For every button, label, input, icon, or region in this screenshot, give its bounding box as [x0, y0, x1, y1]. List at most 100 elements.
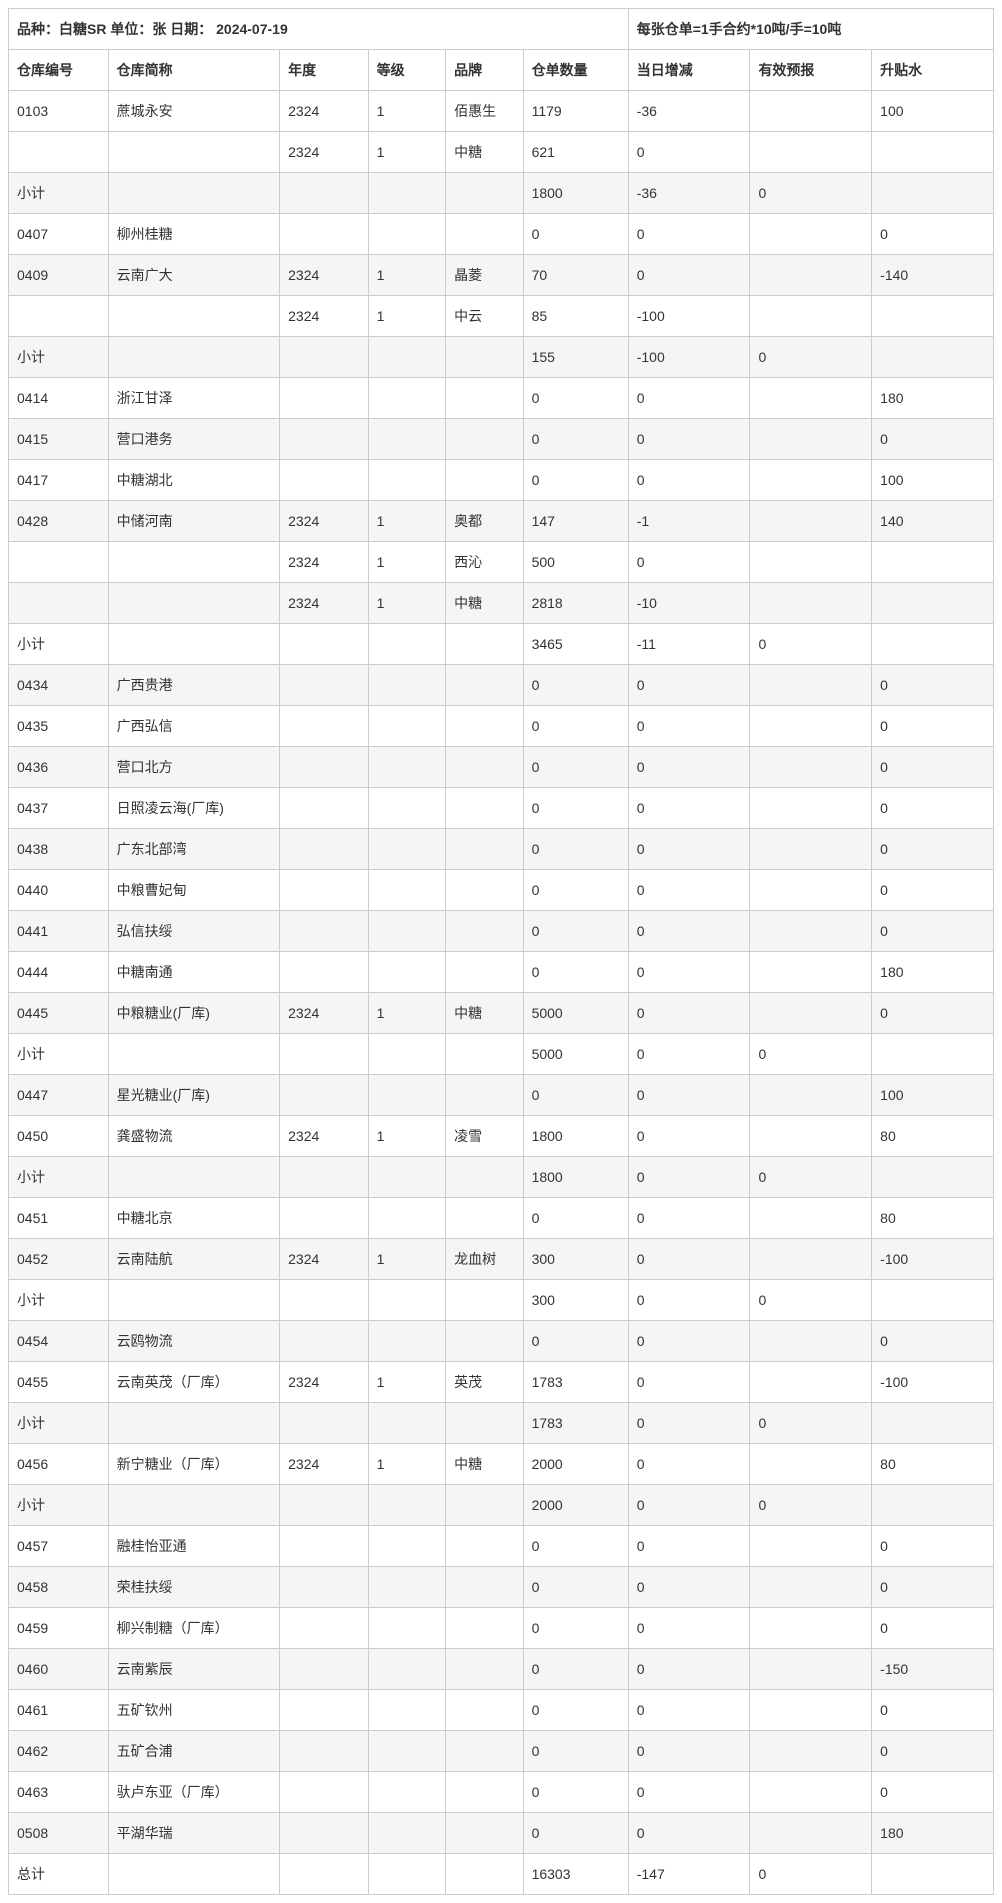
table-row: 小计200000	[9, 1485, 994, 1526]
table-cell: 0	[750, 1403, 872, 1444]
table-cell: 0	[628, 1116, 750, 1157]
table-cell: 70	[523, 255, 628, 296]
table-cell: 中糖	[446, 132, 523, 173]
table-cell	[872, 132, 994, 173]
table-cell	[750, 1690, 872, 1731]
table-cell: 0508	[9, 1813, 109, 1854]
table-cell	[9, 583, 109, 624]
table-cell: 龙血树	[446, 1239, 523, 1280]
table-cell	[446, 173, 523, 214]
table-cell: 2324	[280, 1444, 369, 1485]
table-cell: 1	[368, 1444, 445, 1485]
table-cell: 0407	[9, 214, 109, 255]
table-row: 0440中粮曹妃甸000	[9, 870, 994, 911]
table-cell: 1	[368, 1362, 445, 1403]
table-cell: 0460	[9, 1649, 109, 1690]
table-cell	[750, 1731, 872, 1772]
table-cell: 0	[872, 788, 994, 829]
table-cell	[750, 993, 872, 1034]
table-cell: 浙江甘泽	[108, 378, 280, 419]
table-cell: 0	[628, 911, 750, 952]
table-cell: 中粮曹妃甸	[108, 870, 280, 911]
table-cell	[280, 1485, 369, 1526]
table-cell: 中糖	[446, 993, 523, 1034]
table-cell: 0	[628, 1813, 750, 1854]
table-cell: 0	[523, 747, 628, 788]
table-cell: 0	[750, 1854, 872, 1895]
table-row: 0435广西弘信000	[9, 706, 994, 747]
table-cell: 1	[368, 993, 445, 1034]
table-row: 小计155-1000	[9, 337, 994, 378]
table-row: 0407柳州桂糖000	[9, 214, 994, 255]
table-cell	[368, 1034, 445, 1075]
table-cell	[280, 665, 369, 706]
table-cell	[368, 1485, 445, 1526]
table-cell: 0	[872, 419, 994, 460]
table-cell: 0461	[9, 1690, 109, 1731]
table-cell: 0	[628, 952, 750, 993]
table-cell: -140	[872, 255, 994, 296]
table-cell: 16303	[523, 1854, 628, 1895]
table-cell: 云南陆航	[108, 1239, 280, 1280]
table-cell: 180	[872, 1813, 994, 1854]
table-cell: 0	[523, 788, 628, 829]
table-cell	[280, 1034, 369, 1075]
table-cell	[368, 1321, 445, 1362]
table-cell	[368, 1526, 445, 1567]
table-cell	[750, 665, 872, 706]
table-cell	[368, 1608, 445, 1649]
table-cell	[368, 870, 445, 911]
table-cell: 155	[523, 337, 628, 378]
table-cell: 0	[628, 1239, 750, 1280]
col-header-premium: 升贴水	[872, 50, 994, 91]
table-cell: 0	[628, 1649, 750, 1690]
table-cell	[280, 460, 369, 501]
table-cell: 0	[523, 1813, 628, 1854]
table-row: 小计180000	[9, 1157, 994, 1198]
table-cell: 2818	[523, 583, 628, 624]
table-cell	[750, 788, 872, 829]
table-cell: 新宁糖业（厂库）	[108, 1444, 280, 1485]
table-cell	[108, 1485, 280, 1526]
table-cell	[872, 624, 994, 665]
table-cell: -100	[628, 337, 750, 378]
table-cell: 3465	[523, 624, 628, 665]
table-cell	[446, 1198, 523, 1239]
table-cell	[108, 132, 280, 173]
table-cell: 1	[368, 1239, 445, 1280]
table-cell	[108, 542, 280, 583]
table-cell: 0	[628, 665, 750, 706]
table-cell: 0	[872, 1608, 994, 1649]
table-cell: 0	[628, 542, 750, 583]
table-cell: 0	[523, 378, 628, 419]
table-cell	[872, 542, 994, 583]
table-cell	[872, 337, 994, 378]
table-cell: 0	[628, 870, 750, 911]
table-cell: 0457	[9, 1526, 109, 1567]
table-cell	[280, 1731, 369, 1772]
table-cell: 0	[872, 993, 994, 1034]
table-cell: 0	[628, 1198, 750, 1239]
table-cell: 0	[872, 747, 994, 788]
table-cell	[446, 706, 523, 747]
table-cell	[446, 788, 523, 829]
table-cell	[108, 1034, 280, 1075]
table-cell	[872, 583, 994, 624]
table-cell: 云南英茂（厂库）	[108, 1362, 280, 1403]
table-cell	[750, 829, 872, 870]
table-cell: 2324	[280, 255, 369, 296]
table-cell: 0	[523, 1198, 628, 1239]
table-cell	[446, 1690, 523, 1731]
table-cell: 1	[368, 1116, 445, 1157]
table-cell: 广西贵港	[108, 665, 280, 706]
table-row: 0462五矿合浦000	[9, 1731, 994, 1772]
table-row: 0436营口北方000	[9, 747, 994, 788]
table-cell	[446, 337, 523, 378]
table-cell: 0	[628, 829, 750, 870]
table-cell: 0	[628, 1321, 750, 1362]
table-cell: 0	[872, 214, 994, 255]
table-cell: 0	[523, 829, 628, 870]
table-cell	[368, 1772, 445, 1813]
table-row: 0451中糖北京0080	[9, 1198, 994, 1239]
table-cell	[750, 296, 872, 337]
